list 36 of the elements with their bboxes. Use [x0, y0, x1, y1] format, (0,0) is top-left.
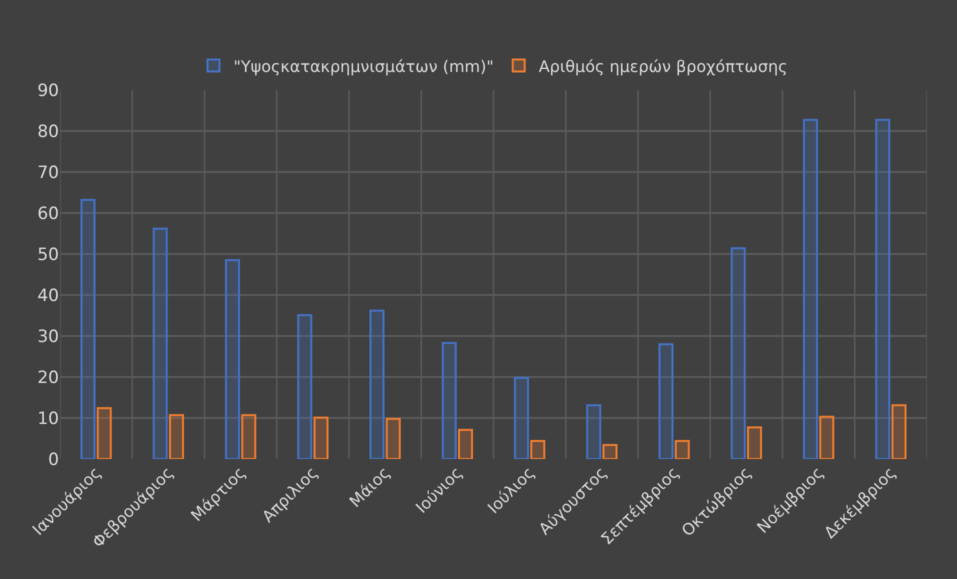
bar — [747, 426, 762, 459]
bar — [892, 404, 907, 459]
bar — [875, 118, 890, 459]
y-tick-label: 10 — [37, 408, 59, 429]
bar — [80, 198, 96, 459]
bar — [530, 440, 546, 459]
bar — [169, 414, 184, 459]
bar — [602, 444, 618, 459]
y-tick-label: 90 — [37, 80, 59, 101]
bar — [314, 416, 329, 459]
bar — [369, 310, 384, 459]
legend-label: "Υψοςκατακρημνισμάτων (mm)" — [234, 56, 494, 76]
bar — [96, 407, 112, 459]
y-tick-label: 30 — [37, 326, 59, 347]
bar — [442, 342, 457, 459]
bar — [152, 228, 168, 459]
bar — [730, 247, 746, 459]
bar — [458, 428, 474, 459]
bar — [241, 414, 256, 459]
bar — [819, 416, 834, 459]
bar — [586, 404, 602, 459]
bar — [297, 314, 312, 459]
bar — [658, 343, 674, 459]
bar — [514, 376, 529, 459]
bar — [674, 440, 690, 459]
legend-label: Αριθμός ημερών βροχόπτωσης — [538, 56, 788, 76]
y-tick-label: 70 — [37, 162, 59, 183]
y-tick-label: 60 — [37, 204, 59, 224]
bar — [802, 118, 818, 459]
bar — [386, 418, 401, 459]
y-tick-label: 50 — [37, 244, 59, 265]
bar — [224, 259, 240, 459]
y-tick-label: 40 — [37, 286, 59, 306]
y-tick-label: 80 — [37, 122, 59, 142]
y-tick-label: 0 — [48, 450, 59, 470]
y-tick-label: 20 — [37, 368, 59, 388]
